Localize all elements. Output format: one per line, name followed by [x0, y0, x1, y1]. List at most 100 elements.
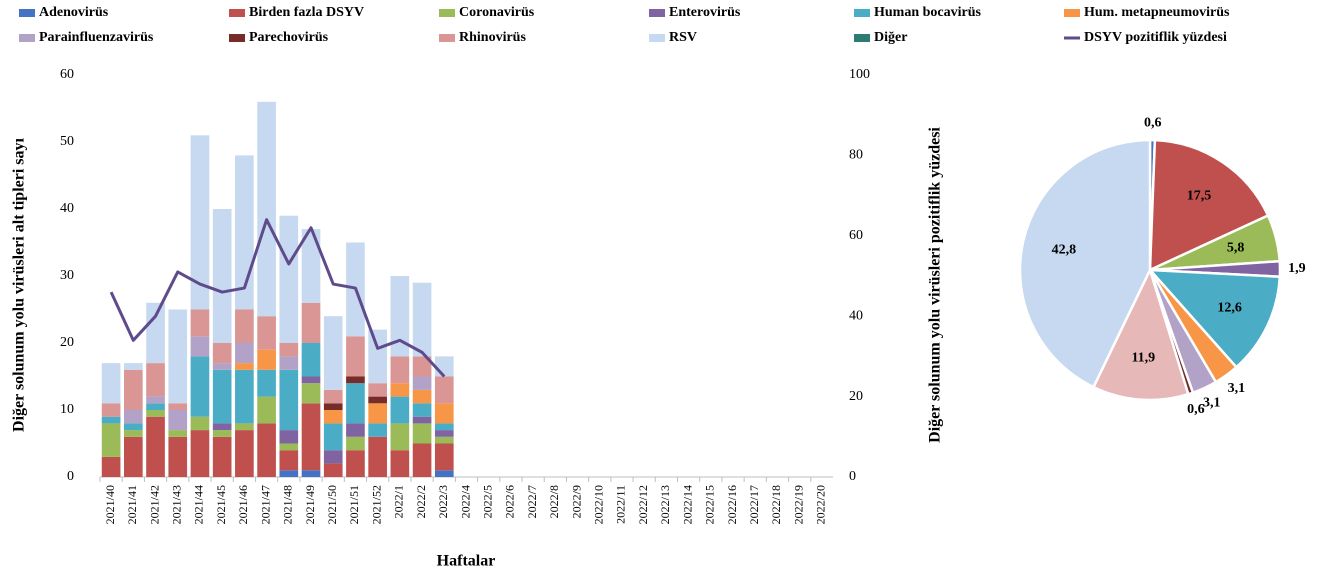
x-tick-label: 2021/51: [347, 485, 361, 524]
bar-segment: [434, 403, 454, 424]
pie-label: 17,5: [1187, 189, 1212, 204]
y-tick-label: 10: [60, 402, 74, 417]
pie-label: 5,8: [1227, 240, 1245, 255]
bar-segment: [146, 403, 165, 410]
bar-segment: [412, 443, 432, 477]
bar-segment: [123, 369, 143, 410]
x-tick-label: 2021/42: [147, 485, 161, 524]
x-tick-label: 2022/7: [525, 485, 539, 518]
bar-segment: [190, 135, 210, 310]
bar-segment: [323, 423, 343, 451]
bar-segment: [212, 363, 232, 370]
legend-label: DSYV pozitiflik yüzdesi: [1084, 30, 1227, 45]
bar-segment: [190, 416, 210, 431]
x-tick-label: 2022/18: [769, 485, 783, 524]
bar-segment: [279, 430, 299, 444]
x-tick-label: 2022/5: [480, 485, 494, 518]
bar-segment: [434, 443, 454, 471]
bar-segment: [323, 410, 343, 424]
legend-swatch: [1064, 9, 1080, 17]
bar-segment: [235, 363, 254, 370]
bar-segment: [434, 436, 454, 444]
bar-segment: [301, 403, 321, 471]
bar-segment: [301, 302, 321, 343]
legend-label: Parechovirüs: [249, 30, 329, 45]
legend-label: Birden fazla DSYV: [249, 5, 364, 20]
bar-segment: [235, 430, 254, 477]
legend-swatch: [229, 34, 245, 42]
bar-segment: [390, 383, 410, 397]
legend-swatch: [649, 9, 665, 17]
y2-tick-label: 20: [849, 389, 863, 404]
bar-segment: [390, 356, 410, 384]
bar-segment: [123, 410, 143, 424]
bar-segment: [301, 383, 321, 404]
y2-tick-label: 40: [849, 308, 863, 323]
legend-label: Parainfluenzavirüs: [39, 30, 154, 45]
bar-segment: [346, 383, 365, 424]
pie-slice: [1018, 138, 1152, 389]
bar-segment: [168, 430, 188, 437]
bar-segment: [257, 101, 276, 317]
x-tick-label: 2022/3: [436, 485, 450, 518]
bar-segment: [235, 369, 254, 424]
x-tick-label: 2022/9: [569, 485, 583, 518]
legend-swatch: [854, 34, 870, 42]
bar-segment: [412, 416, 432, 424]
x-tick-label: 2022/6: [503, 485, 517, 518]
y-tick-label: 60: [60, 67, 74, 82]
bar-segment: [168, 403, 188, 410]
bar-segment: [279, 443, 299, 451]
bar-segment: [368, 436, 387, 477]
bar-segment: [390, 450, 410, 477]
bar-segment: [368, 383, 387, 397]
pie-label: 12,6: [1217, 301, 1242, 316]
bar-segment: [279, 369, 299, 431]
legend-label: Hum. metapneumovirüs: [1084, 5, 1230, 20]
pie-slice: [1148, 138, 1270, 272]
bar-segment: [146, 410, 165, 417]
bar-segment: [368, 329, 387, 384]
x-tick-label: 2022/20: [814, 485, 828, 524]
x-tick-label: 2022/13: [658, 485, 672, 524]
pie-label: 3,1: [1203, 396, 1221, 411]
legend-swatch: [439, 9, 455, 17]
pie-label: 11,9: [1131, 350, 1155, 365]
bar-segment: [212, 436, 232, 477]
bar-segment: [146, 363, 165, 397]
bar-segment: [212, 343, 232, 364]
line-series: [109, 218, 446, 378]
legend-label: Human bocavirüs: [874, 5, 982, 20]
bar-segment: [434, 356, 454, 377]
bar-segment: [346, 423, 365, 437]
y2-tick-label: 0: [849, 469, 856, 484]
bar-segment: [235, 309, 254, 343]
bar-segment: [412, 282, 432, 357]
bar-segment: [323, 463, 343, 477]
bar-segment: [434, 430, 454, 437]
y2-tick-label: 80: [849, 148, 863, 163]
bar-segment: [390, 396, 410, 424]
x-tick-label: 2021/52: [369, 485, 383, 524]
x-tick-label: 2021/50: [325, 485, 339, 524]
x-tick-label: 2021/47: [258, 485, 272, 524]
x-tick-label: 2021/49: [303, 485, 317, 524]
bar-segment: [301, 376, 321, 384]
pie-axis-title: Diğer solunum yolu virüsleri pozitiflik …: [927, 127, 944, 443]
bar-segment: [190, 356, 210, 417]
bar-segment: [101, 456, 121, 477]
pie-label: 3,1: [1228, 381, 1246, 396]
bar-segment: [257, 396, 276, 424]
bar-segment: [279, 356, 299, 370]
pie-label: 42,8: [1052, 243, 1077, 258]
y-axis-title: Diğer solunum yolu virüsleri alt tipleri…: [11, 137, 28, 431]
bar-segment: [190, 336, 210, 357]
x-tick-label: 2022/16: [725, 485, 739, 524]
bar-segment: [323, 450, 343, 464]
bar-segment: [279, 215, 299, 343]
bar-segment: [212, 369, 232, 424]
bar-segment: [257, 369, 276, 397]
x-tick-label: 2022/11: [614, 485, 628, 524]
bar-segment: [257, 316, 276, 350]
x-tick-label: 2022/10: [592, 485, 606, 524]
